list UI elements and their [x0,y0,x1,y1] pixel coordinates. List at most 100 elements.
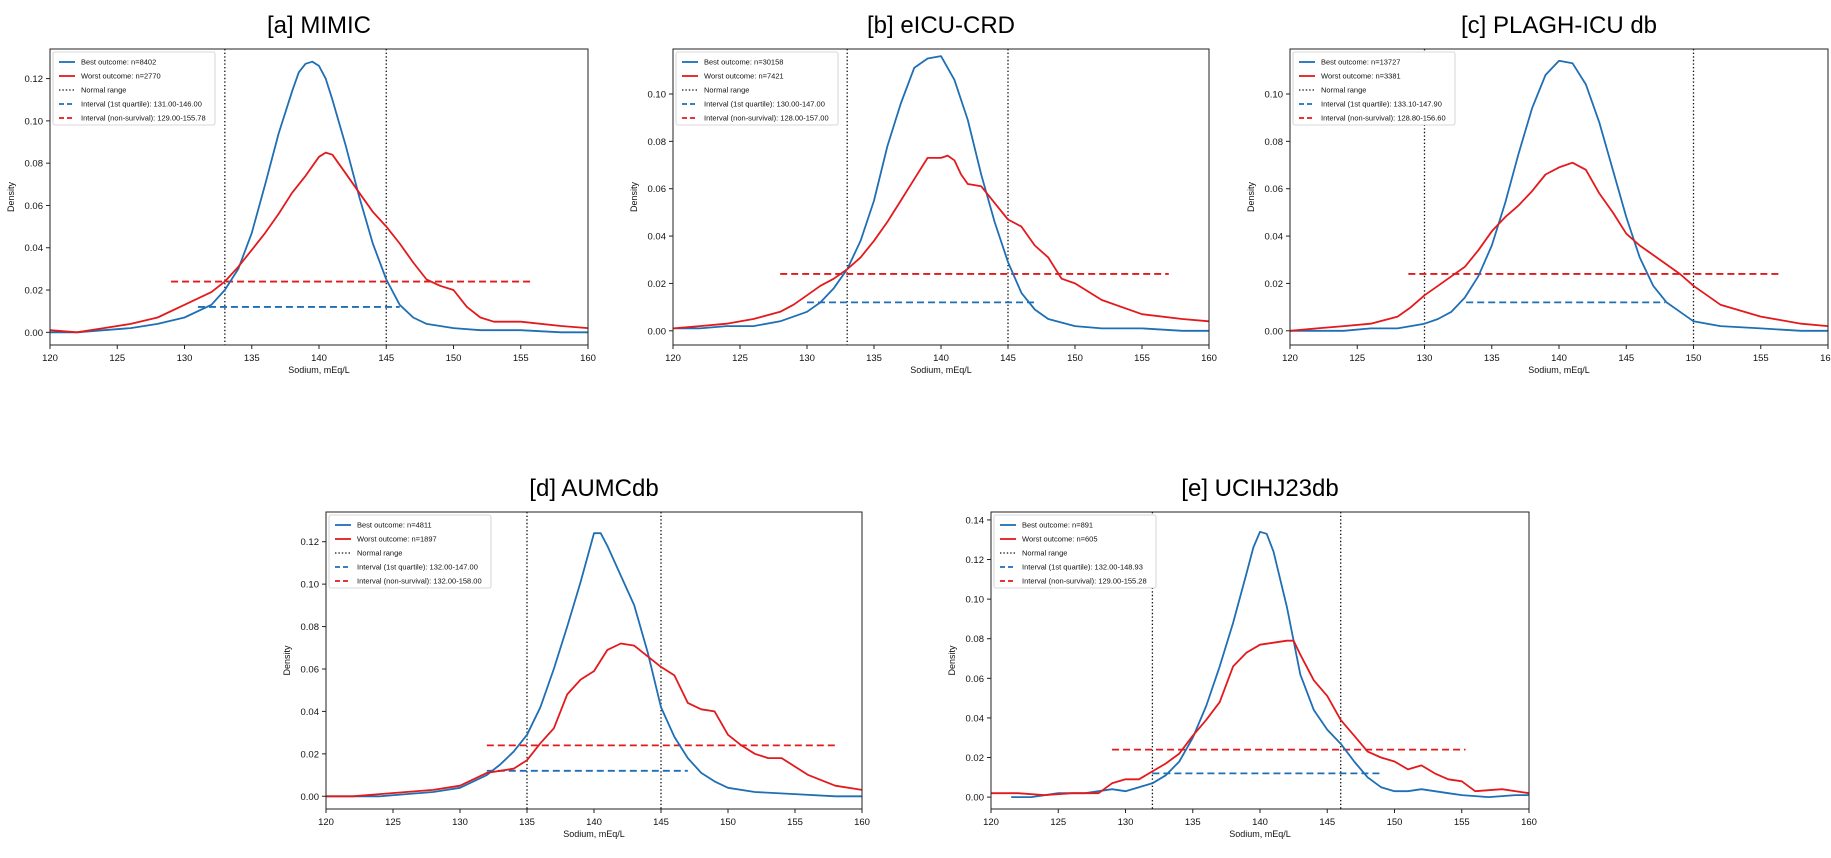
legend-entry: Interval (1st quartile): 131.00-146.00 [81,100,202,109]
best-outcome-line [326,532,862,798]
x-tick-label: 135 [1185,817,1201,828]
legend-entry: Best outcome: n=891 [1022,521,1093,530]
x-tick-label: 140 [1252,817,1268,828]
legend-entry: Normal range [357,549,402,558]
legend: Best outcome: n=8402 Worst outcome: n=277… [52,51,216,126]
chart-0: [a] MIMIC 120 125 130 135 140 145 150 155 160 0.00… [6,12,596,375]
legend-entry: Worst outcome: n=7421 [704,72,784,81]
y-tick-label: 0.08 [25,159,44,170]
plot-area [991,512,1529,809]
y-tick-label: 0.08 [648,137,667,148]
x-tick-label: 140 [1551,353,1567,364]
legend-entry: Interval (non-survival): 129.00-155.78 [81,114,206,123]
x-tick-label: 120 [983,817,999,828]
x-tick-label: 120 [1282,353,1298,364]
y-axis-label: Density [629,181,639,212]
x-tick-label: 125 [385,817,401,828]
y-tick-label: 0.02 [25,286,44,297]
y-tick-label: 0.06 [1265,184,1284,195]
y-tick-label: 0.04 [25,243,44,254]
y-tick-label: 0.12 [25,74,44,85]
y-axis-label: Density [6,181,16,212]
legend-entry: Normal range [704,86,749,95]
chart-3: [d] AUMCdb 120 125 130 135 140 145 150 155 160 0.0… [282,475,870,839]
worst-outcome-line [991,639,1529,796]
x-tick-label: 130 [1118,817,1134,828]
legend-box [675,51,839,126]
best-outcome-line [50,60,588,334]
legend-entry: Interval (1st quartile): 132.00-148.93 [1022,563,1143,572]
x-axis-label: Sodium, mEq/L [563,829,625,839]
y-tick-label: 0.02 [648,279,667,290]
legend-box [993,514,1157,589]
x-tick-label: 150 [1686,353,1702,364]
y-tick-label: 0.08 [1265,137,1284,148]
x-tick-label: 125 [1349,353,1365,364]
chart-2: [c] PLAGH-ICU db 120 125 130 135 140 145 150 155… [1246,12,1831,375]
x-tick-label: 120 [42,353,58,364]
x-tick-label: 130 [177,353,193,364]
x-tick-label: 155 [1454,817,1470,828]
x-tick-label: 145 [1000,353,1016,364]
x-tick-label: 135 [519,817,535,828]
x-tick-label: 155 [1134,353,1150,364]
x-tick-label: 150 [720,817,736,828]
y-tick-label: 0.04 [648,232,667,243]
legend-entry: Worst outcome: n=2770 [81,72,161,81]
x-axis-label: Sodium, mEq/L [1229,829,1291,839]
legend-entry: Normal range [1321,86,1366,95]
plot-area [50,49,588,345]
y-tick-label: 0.00 [648,326,667,337]
x-axis-label: Sodium, mEq/L [1528,365,1590,375]
x-tick-label: 150 [446,353,462,364]
y-tick-label: 0.12 [966,555,985,566]
x-tick-label: 155 [1753,353,1769,364]
legend-entry: Worst outcome: n=605 [1022,535,1098,544]
legend-entry: Best outcome: n=30158 [704,58,783,67]
x-tick-label: 150 [1387,817,1403,828]
y-tick-label: 0.06 [25,201,44,212]
x-tick-label: 130 [799,353,815,364]
legend-entry: Best outcome: n=13727 [1321,58,1400,67]
chart-4: [e] UCIHJ23db 120 125 130 135 140 145 150 155 160… [947,475,1537,839]
y-tick-label: 0.10 [301,580,320,591]
best-outcome-line [1011,530,1529,798]
legend: Best outcome: n=4811 Worst outcome: n=189… [328,514,492,589]
x-tick-label: 135 [1484,353,1500,364]
legend-box [52,51,216,126]
x-tick-label: 130 [1417,353,1433,364]
worst-outcome-line [326,642,862,798]
legend: Best outcome: n=891 Worst outcome: n=605 N… [993,514,1157,589]
y-tick-label: 0.08 [301,622,320,633]
y-axis-label: Density [282,645,292,676]
chart-title: [b] eICU-CRD [867,12,1015,39]
y-tick-label: 0.00 [301,792,320,803]
y-tick-label: 0.04 [966,713,985,724]
worst-outcome-line [1290,161,1828,332]
legend-entry: Best outcome: n=4811 [357,521,432,530]
x-tick-label: 155 [513,353,529,364]
plot-area [1290,49,1828,345]
x-tick-label: 145 [653,817,669,828]
y-tick-label: 0.02 [1265,279,1284,290]
y-tick-label: 0.00 [1265,326,1284,337]
plot-area [326,512,862,809]
y-tick-label: 0.14 [966,515,985,526]
legend-entry: Interval (1st quartile): 133.10-147.90 [1321,100,1442,109]
legend-entry: Interval (1st quartile): 130.00-147.00 [704,100,825,109]
y-tick-label: 0.06 [648,184,667,195]
y-axis-label: Density [947,645,957,676]
x-tick-label: 160 [1201,353,1217,364]
y-tick-label: 0.10 [966,595,985,606]
x-tick-label: 160 [1521,817,1537,828]
y-tick-label: 0.10 [25,116,44,127]
x-tick-label: 120 [665,353,681,364]
best-outcome-line [1290,59,1828,332]
legend-box [328,514,492,589]
y-tick-label: 0.12 [301,537,320,548]
y-tick-label: 0.00 [966,793,985,804]
x-axis-label: Sodium, mEq/L [910,365,972,375]
plot-area [673,49,1209,345]
x-axis-label: Sodium, mEq/L [288,365,350,375]
